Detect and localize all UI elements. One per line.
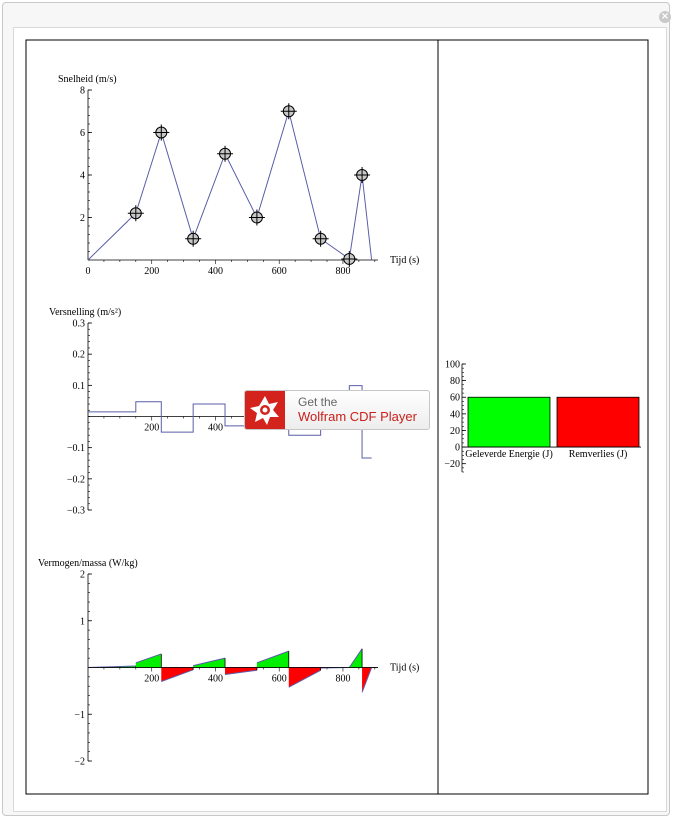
velocity-marker (280, 103, 297, 120)
y-tick-label: −2 (74, 757, 85, 768)
x-tick-label: 600 (272, 674, 287, 685)
bar-y-tick-label: 60 (450, 393, 460, 404)
velocity-marker (341, 250, 358, 267)
x-tick-label: 200 (144, 266, 159, 277)
power-line (161, 669, 194, 682)
x-axis-label: Tijd (s) (390, 663, 419, 674)
bar-remverlies (556, 396, 640, 448)
x-tick-label: 400 (208, 674, 223, 685)
power-positive-area (135, 653, 162, 668)
y-axis-label: Versnelling (m/s²) (49, 307, 121, 318)
bar-y-tick-label: 40 (450, 409, 460, 420)
power-positive-area (256, 651, 289, 668)
y-tick-label: 6 (80, 128, 85, 139)
power-line (256, 650, 289, 664)
x-tick-label: 200 (144, 423, 159, 434)
power-negative-area (288, 667, 321, 688)
x-tick-label: 800 (335, 266, 350, 277)
bar-y-tick-label: −20 (444, 459, 460, 470)
x-tick-label: 0 (86, 266, 91, 277)
power-negative-area (225, 667, 257, 675)
x-tick-label: 400 (208, 423, 223, 434)
power-line (224, 669, 257, 676)
power-line (348, 648, 363, 668)
y-axis-label: Vermogen/massa (W/kg) (38, 558, 138, 569)
power-line (361, 667, 373, 693)
velocity-marker (153, 124, 170, 141)
x-tick-label: 600 (272, 266, 287, 277)
y-tick-label: 2 (80, 570, 85, 581)
bar-y-tick-label: 0 (455, 443, 460, 454)
velocity-line (87, 109, 373, 261)
badge-line2: Wolfram CDF Player (298, 409, 417, 424)
velocity-marker (127, 205, 144, 222)
x-tick-label: 400 (208, 266, 223, 277)
velocity-marker (354, 167, 371, 183)
y-tick-label: 0.3 (73, 319, 86, 330)
bar-y-tick-label: 80 (450, 376, 460, 387)
y-tick-label: −0.3 (67, 506, 85, 517)
outer-plot-border (25, 39, 649, 795)
y-tick-label: −1 (74, 710, 85, 721)
y-tick-label: 0.2 (73, 350, 86, 361)
close-icon[interactable]: × (659, 11, 671, 23)
power-line (288, 669, 321, 688)
y-tick-label: 8 (80, 86, 85, 97)
x-tick-label: 800 (335, 674, 350, 685)
velocity-marker (185, 230, 202, 247)
badge-line1: Get the (298, 395, 338, 409)
velocity-marker (248, 209, 265, 226)
bar-category-label: Geleverde Energie (J) (465, 449, 553, 460)
bar-y-tick-label: 20 (450, 426, 460, 437)
bar-y-tick-label: 100 (445, 360, 460, 371)
y-tick-label: −0.1 (67, 443, 85, 454)
power-line (135, 653, 162, 664)
y-tick-label: 0.1 (73, 381, 86, 392)
velocity-marker (312, 230, 329, 247)
wolfram-spikey-icon (245, 391, 285, 429)
bar-category-label: Remverlies (J) (569, 449, 628, 460)
power-negative-area (161, 667, 194, 682)
y-tick-label: −0.2 (67, 474, 85, 485)
y-tick-label: 2 (80, 213, 85, 224)
x-axis-label: Tijd (s) (390, 255, 419, 266)
x-tick-label: 200 (144, 674, 159, 685)
y-axis-label: Snelheid (m/s) (58, 74, 117, 85)
y-tick-label: 4 (80, 171, 85, 182)
bar-geleverde-energie (467, 396, 551, 448)
y-tick-label: 1 (80, 616, 85, 627)
power-line (193, 657, 226, 667)
cdf-player-badge[interactable]: Get the Wolfram CDF Player (244, 390, 430, 430)
velocity-marker (217, 145, 234, 162)
